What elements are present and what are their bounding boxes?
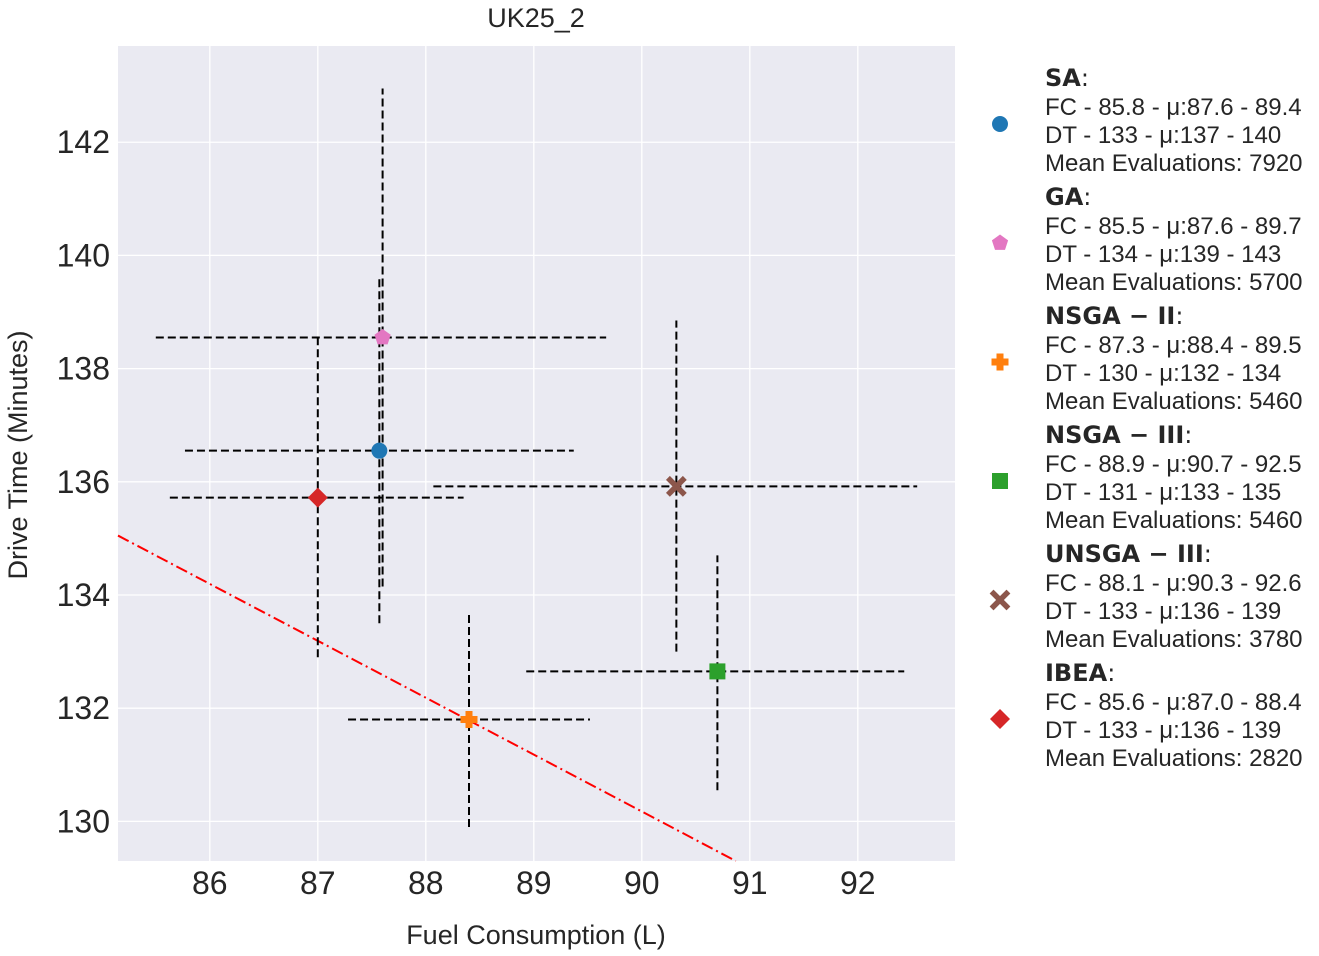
legend-series-name: NSGA − III:: [1045, 421, 1192, 449]
legend-detail-line: Mean Evaluations: 7920: [1045, 150, 1303, 177]
x-tick-label: 89: [516, 865, 552, 901]
plus-marker: [460, 711, 478, 729]
legend-series-name: GA:: [1045, 183, 1091, 211]
plus-marker: [991, 353, 1009, 371]
data-point: [665, 475, 687, 497]
legend-detail-line: Mean Evaluations: 5460: [1045, 388, 1303, 415]
y-tick-label: 134: [57, 577, 110, 613]
legend-detail-line: Mean Evaluations: 5700: [1045, 269, 1303, 296]
legend-marker: [990, 709, 1010, 729]
legend-entry: IBEA:FC - 85.6 - μ:87.0 - 88.4DT - 133 -…: [990, 659, 1303, 772]
data-point: [374, 329, 391, 345]
y-tick-label: 132: [57, 690, 110, 726]
pentagon-marker: [374, 329, 391, 345]
legend-series-name: NSGA − II:: [1045, 302, 1183, 330]
legend-marker: [991, 353, 1009, 371]
legend-detail-line: DT - 133 - μ:136 - 139: [1045, 598, 1281, 625]
x-tick-label: 87: [300, 865, 336, 901]
y-tick-label: 136: [57, 464, 110, 500]
legend-entry: UNSGA − III:FC - 88.1 - μ:90.3 - 92.6DT …: [989, 540, 1303, 653]
legend-detail-line: DT - 133 - μ:137 - 140: [1045, 122, 1281, 149]
legend-detail-line: FC - 87.3 - μ:88.4 - 89.5: [1045, 332, 1302, 359]
legend-colon: :: [1107, 659, 1115, 687]
data-point: [371, 442, 388, 459]
legend-detail-line: Mean Evaluations: 5460: [1045, 507, 1303, 534]
legend-series-name: IBEA:: [1045, 659, 1115, 687]
legend-colon: :: [1204, 540, 1212, 568]
y-tick-label: 140: [57, 237, 110, 273]
legend-entry: NSGA − II:FC - 87.3 - μ:88.4 - 89.5DT - …: [991, 302, 1303, 415]
legend-marker: [992, 473, 1008, 489]
x-tick-label: 91: [732, 865, 768, 901]
legend-detail-line: Mean Evaluations: 2820: [1045, 745, 1303, 772]
chart-title: UK25_2: [487, 3, 585, 33]
square-marker: [709, 663, 726, 680]
square-marker: [992, 473, 1008, 489]
reference-line: [117, 534, 737, 862]
data-point: [307, 487, 328, 508]
y-tick-label: 130: [57, 803, 110, 839]
legend-entry: NSGA − III:FC - 88.9 - μ:90.7 - 92.5DT -…: [992, 421, 1303, 534]
legend-detail-line: FC - 85.6 - μ:87.0 - 88.4: [1045, 689, 1302, 716]
legend-detail-line: DT - 133 - μ:136 - 139: [1045, 717, 1281, 744]
data-points: [307, 329, 726, 729]
reference-dashdot-line: [117, 534, 737, 862]
legend-series-name: SA:: [1045, 64, 1089, 92]
legend-colon: :: [1175, 302, 1183, 330]
x-tick-label: 90: [624, 865, 660, 901]
legend-marker: [991, 234, 1009, 250]
x-axis-label: Fuel Consumption (L): [406, 920, 666, 950]
diamond-marker: [307, 487, 328, 508]
legend-detail-line: FC - 85.8 - μ:87.6 - 89.4: [1045, 94, 1302, 121]
pentagon-marker: [991, 234, 1009, 250]
legend-entry: GA:FC - 85.5 - μ:87.6 - 89.7DT - 134 - μ…: [991, 183, 1303, 296]
grid: [118, 46, 955, 861]
y-tick-label: 138: [57, 351, 110, 387]
circle-marker: [992, 116, 1008, 132]
legend-series-name: UNSGA − III:: [1045, 540, 1212, 568]
legend-marker: [989, 589, 1011, 611]
x-tick-label: 88: [408, 865, 444, 901]
x-marker-stroke: [665, 475, 687, 497]
legend-detail-line: DT - 131 - μ:133 - 135: [1045, 479, 1281, 506]
legend-colon: :: [1184, 421, 1192, 449]
y-axis-label: Drive Time (Minutes): [3, 330, 33, 579]
legend-detail-line: DT - 130 - μ:132 - 134: [1045, 360, 1281, 387]
y-tick-label: 142: [57, 124, 110, 160]
diamond-marker: [990, 709, 1010, 729]
y-tick-labels: 130 132 134 136 138 140 142: [57, 124, 110, 839]
legend-detail-line: FC - 85.5 - μ:87.6 - 89.7: [1045, 213, 1302, 240]
x-tick-label: 86: [192, 865, 228, 901]
legend-colon: :: [1083, 183, 1091, 211]
data-point: [460, 711, 478, 729]
legend-detail-line: FC - 88.9 - μ:90.7 - 92.5: [1045, 451, 1302, 478]
x-marker-stroke: [989, 589, 1011, 611]
x-tick-labels: 86 87 88 89 90 91 92: [192, 865, 876, 901]
legend-detail-line: Mean Evaluations: 3780: [1045, 626, 1303, 653]
x-tick-label: 92: [840, 865, 876, 901]
legend: SA:FC - 85.8 - μ:87.6 - 89.4DT - 133 - μ…: [989, 64, 1303, 772]
legend-detail-line: DT - 134 - μ:139 - 143: [1045, 241, 1281, 268]
legend-colon: :: [1081, 64, 1089, 92]
circle-marker: [371, 442, 388, 459]
legend-detail-line: FC - 88.1 - μ:90.3 - 92.6: [1045, 570, 1302, 597]
data-point: [709, 663, 726, 680]
legend-marker: [992, 116, 1008, 132]
plot-area: [118, 46, 955, 861]
legend-entry: SA:FC - 85.8 - μ:87.6 - 89.4DT - 133 - μ…: [992, 64, 1303, 177]
